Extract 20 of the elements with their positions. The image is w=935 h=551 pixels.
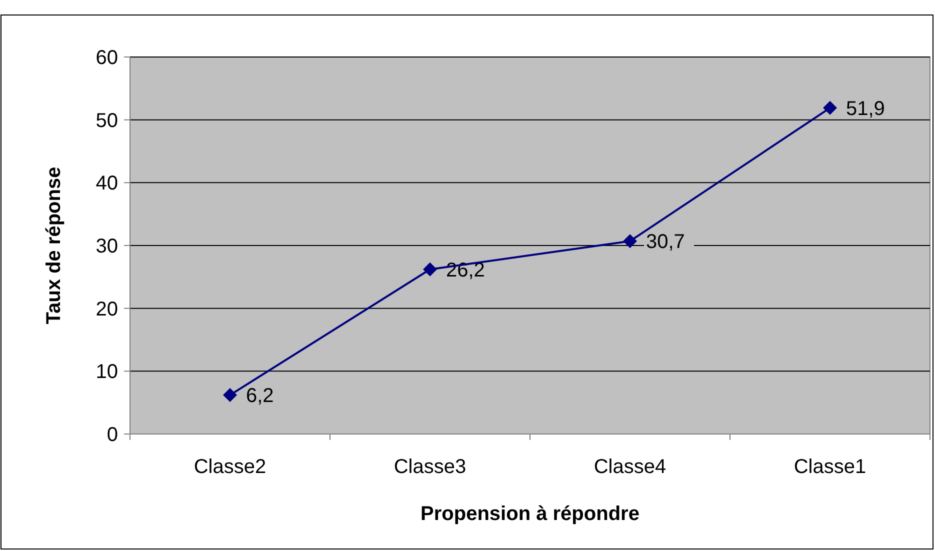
y-tick-label: 40 [96,172,118,195]
x-tick-label: Classe1 [794,456,866,478]
point [623,234,637,248]
y-axis-title: Taux de réponse [43,166,65,324]
x-tick-label: Classe2 [194,456,266,478]
y-tick-label: 50 [96,110,118,132]
x-tick-label: Classe4 [594,456,666,478]
x-axis-title: Propension à répondre [420,503,640,525]
y-tick-label: 10 [96,361,118,384]
point [823,100,837,115]
y-tick-label: 30 [96,236,118,258]
data-label: 30,7 [646,231,685,254]
point [223,388,237,402]
data-label: 51,9 [846,98,885,120]
y-tick-label: 20 [96,298,118,320]
y-tick-label: 60 [96,47,118,69]
point [423,262,437,276]
x-tick-label: Classe3 [394,456,466,478]
y-tick-label: 0 [106,424,118,446]
data-label: 6,2 [246,385,274,408]
